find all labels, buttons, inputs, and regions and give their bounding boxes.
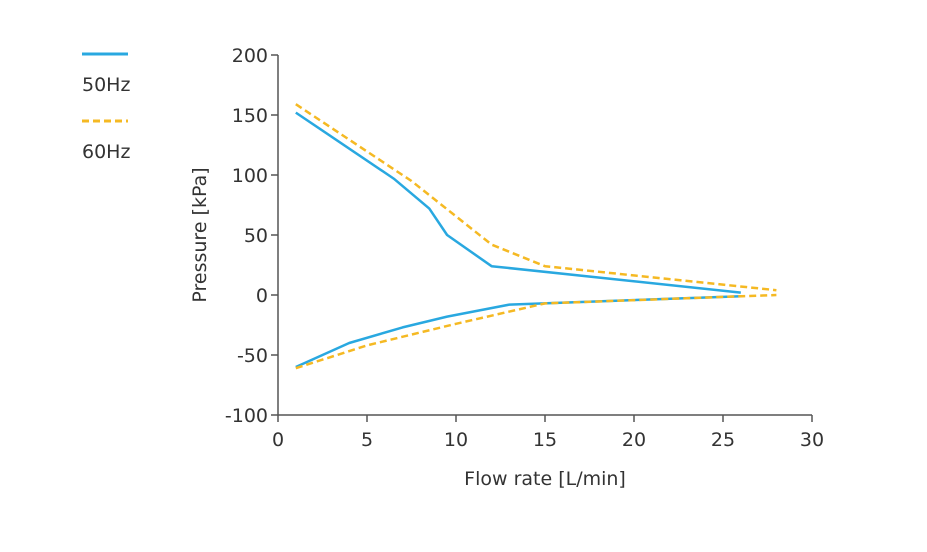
y-tick-label: 100 <box>232 165 268 187</box>
x-tick-label: 20 <box>622 429 646 451</box>
x-tick-label: 30 <box>800 429 824 451</box>
series-50hz-discharge-line <box>295 111 741 294</box>
legend-label-60hz: 60Hz <box>82 141 130 163</box>
y-tick-label: -50 <box>237 345 268 367</box>
y-tick-label: 200 <box>232 45 268 67</box>
y-tick-label: 0 <box>256 285 268 307</box>
x-tick-label: 15 <box>533 429 557 451</box>
y-tick-label: 150 <box>232 105 268 127</box>
x-tick-label: 25 <box>711 429 735 451</box>
legend-label-50hz: 50Hz <box>82 74 130 96</box>
y-tick-label: -100 <box>225 405 268 427</box>
series-60hz-discharge-line <box>295 103 777 292</box>
x-tick-label: 5 <box>361 429 373 451</box>
series-50hz-suction-line <box>295 294 741 369</box>
legend: 50Hz 60Hz <box>82 52 130 163</box>
x-axis-title: Flow rate [L/min] <box>464 468 626 490</box>
series-60hz-suction-line <box>295 293 777 370</box>
y-axis-title: Pressure [kPa] <box>189 167 211 302</box>
series-layer <box>295 103 777 370</box>
y-tick-label: 50 <box>244 225 268 247</box>
x-tick-label: 10 <box>444 429 468 451</box>
x-tick-label: 0 <box>272 429 284 451</box>
